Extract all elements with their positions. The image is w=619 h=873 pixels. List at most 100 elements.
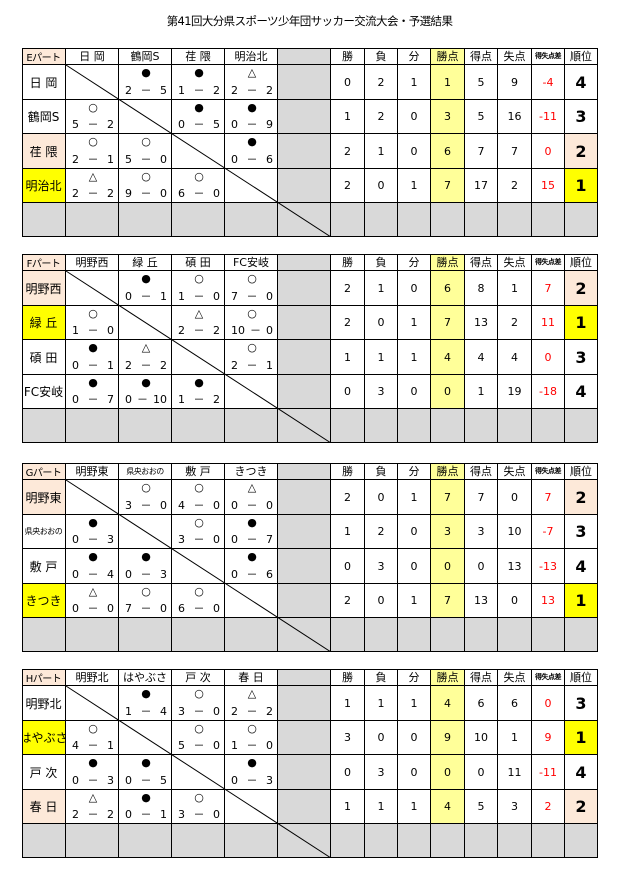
self-match-cell [66,480,119,515]
empty-row-cell [532,618,565,652]
self-match-cell [119,100,172,134]
draws: 0 [398,375,431,409]
stat-column-header: 失点 [498,463,532,480]
win-mark-icon: ○ [194,687,204,700]
blank-cell [278,306,331,340]
match-result: ○ 5 － 2 [66,100,119,134]
match-result: ● 0 － 1 [66,340,119,375]
stat-column-header: 得失点差 [532,48,565,65]
score-home: 9 [125,187,132,200]
empty-row-cell [431,824,465,858]
self-match-cell [172,755,225,790]
win-mark-icon: ○ [247,722,257,735]
score: 2 － 2 [125,360,167,372]
score: 3 － 0 [178,809,220,821]
draws: 1 [398,65,431,100]
points: 0 [431,755,465,790]
blank-cell [278,271,331,306]
win-mark-icon: ○ [88,307,98,320]
score-dash: － [246,359,258,372]
blank-column-header [278,463,331,480]
score: 0 － 4 [72,569,114,581]
score-home: 0 [125,290,132,303]
score-dash: － [193,499,205,512]
score-home: 0 [72,774,79,787]
score-away: 2 [107,808,114,821]
wins: 2 [331,584,365,618]
win-mark-icon: ○ [194,481,204,494]
score: 6 － 0 [178,603,220,615]
loss-mark-icon: ● [141,550,151,563]
match-result: △ 2 － 2 [225,65,278,100]
score-dash: － [87,324,99,337]
match-result: ○ 10 － 0 [225,306,278,340]
win-mark-icon: ○ [247,341,257,354]
score-home: 0 [72,568,79,581]
rank: 1 [565,169,598,203]
losses: 1 [365,686,398,721]
empty-row-cell [331,824,365,858]
loss-mark-icon: ● [88,376,98,389]
score: 0 － 3 [72,534,114,546]
score-dash: － [140,808,152,821]
score-home: 0 [231,568,238,581]
score-dash: － [246,499,258,512]
match-result: ○ 9 － 0 [119,169,172,203]
self-match-cell [225,790,278,824]
score-dash: － [87,774,99,787]
match-result: ○ 7 － 0 [119,584,172,618]
team-name: きつき [22,584,66,618]
draw-mark-icon: △ [88,585,98,598]
points: 9 [431,721,465,755]
team-column-header: 明野西 [66,254,119,271]
score: 6 － 0 [178,188,220,200]
team-column-header: 戸 次 [172,669,225,686]
win-mark-icon: ○ [194,272,204,285]
empty-row-cell [225,203,278,237]
stat-column-header: 分 [398,669,431,686]
match-result: ○ 2 － 1 [225,340,278,375]
empty-row-cell [119,409,172,443]
team-name: はやぶさ [22,721,66,755]
stat-column-header: 分 [398,463,431,480]
score-dash: － [137,393,148,406]
score-home: 0 [72,602,79,615]
rank: 1 [565,306,598,340]
team-name: 春 日 [22,790,66,824]
rank: 3 [565,515,598,549]
points: 0 [431,549,465,584]
match-result: ● 0 － 9 [225,100,278,134]
score: 0 － 7 [231,534,273,546]
stat-column-header: 負 [365,48,398,65]
win-mark-icon: ○ [88,101,98,114]
score: 2 － 2 [231,706,273,718]
team-name: 敷 戸 [22,549,66,584]
score-dash: － [87,359,99,372]
blank-cell [278,686,331,721]
goals-against: 7 [498,134,532,169]
goal-difference: -13 [532,549,565,584]
points: 4 [431,686,465,721]
score-away: 0 [213,499,220,512]
blank-cell [278,584,331,618]
self-match-cell [119,515,172,549]
league-table: Gパート 明野東 県央おおの敷 戸きつき勝負分勝点 得点 失点 得失点差 順位 明野東 ○ 3 － 0… [22,463,598,652]
empty-row-cell [532,409,565,443]
score-away: 5 [160,84,167,97]
score-dash: － [87,153,99,166]
empty-row-cell [172,203,225,237]
score-dash: － [87,118,99,131]
match-result: ○ 3 － 0 [172,515,225,549]
score-dash: － [140,499,152,512]
score-away: 0 [213,808,220,821]
blank-column-header [278,254,331,271]
wins: 2 [331,134,365,169]
loss-mark-icon: ● [247,516,257,529]
loss-mark-icon: ● [141,791,151,804]
score: 0 － 3 [72,775,114,787]
score-dash: － [140,705,152,718]
score: 3 － 0 [178,706,220,718]
score-away: 2 [266,705,273,718]
score: 2 － 2 [178,325,220,337]
self-match-cell [66,271,119,306]
